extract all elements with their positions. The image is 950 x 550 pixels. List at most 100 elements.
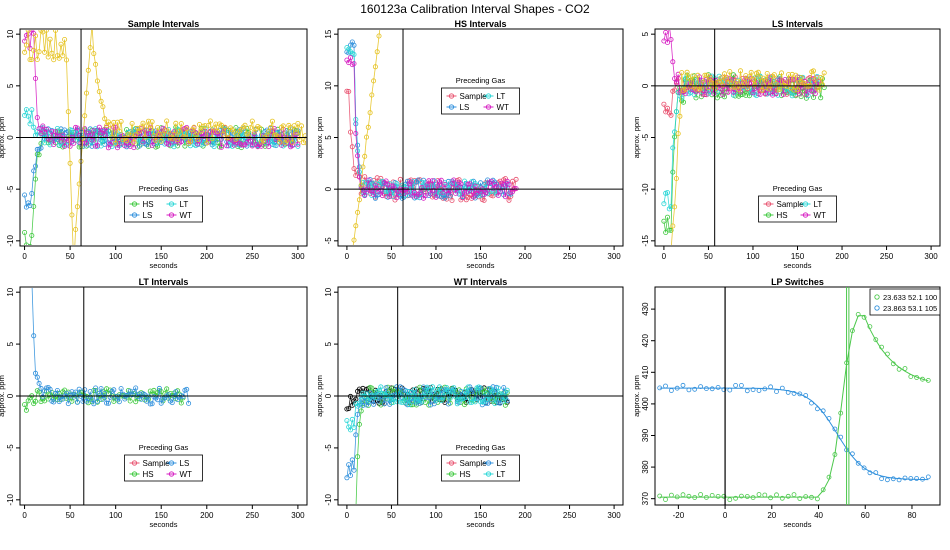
data-point [378, 187, 384, 193]
data-point [124, 138, 130, 144]
data-point [169, 136, 175, 142]
data-point [23, 42, 29, 48]
data-point [153, 137, 159, 143]
data-point [204, 134, 210, 140]
data-point [180, 394, 186, 400]
data-point [774, 389, 779, 395]
data-point [759, 87, 765, 93]
data-point [350, 249, 354, 253]
data-point [371, 192, 377, 198]
data-point [98, 143, 104, 149]
data-point [138, 396, 144, 402]
data-point [914, 375, 919, 380]
x-tick-label: 250 [246, 511, 260, 520]
data-point [415, 177, 421, 183]
data-point [791, 492, 797, 498]
data-point [45, 54, 51, 60]
panel-title: HS Intervals [454, 19, 506, 29]
data-point [734, 78, 740, 84]
data-point [93, 385, 99, 391]
data-point [347, 55, 353, 61]
data-point [295, 141, 301, 147]
data-point [394, 384, 400, 390]
data-point [438, 186, 444, 192]
data-point [885, 477, 890, 483]
legend-title: Preceding Gas [456, 443, 506, 452]
x-tick-label: 300 [291, 511, 305, 520]
data-point [365, 124, 371, 130]
data-point [351, 237, 357, 243]
y-tick-label: 380 [641, 460, 650, 474]
data-point [513, 176, 519, 182]
data-point [902, 366, 908, 371]
data-point [349, 457, 355, 463]
data-point [164, 386, 170, 392]
data-point [118, 386, 124, 392]
data-point [145, 139, 151, 145]
data-point [218, 144, 224, 150]
legend-swatch-point [485, 460, 492, 466]
y-tick-label: 10 [324, 287, 333, 296]
data-point [73, 389, 79, 395]
data-point [816, 87, 822, 93]
data-point [436, 384, 442, 390]
data-point [477, 399, 483, 405]
y-tick-label: 400 [641, 397, 650, 411]
y-axis-label: approx. ppm [315, 117, 324, 159]
data-point [36, 380, 42, 386]
data-point [383, 385, 389, 391]
data-point [62, 143, 68, 149]
data-point [485, 187, 491, 193]
data-point [733, 382, 738, 388]
data-point [670, 169, 676, 175]
data-point [367, 183, 373, 189]
data-point [795, 87, 801, 93]
data-point [356, 400, 362, 406]
data-point [54, 387, 60, 393]
data-point [502, 194, 508, 200]
data-point [184, 126, 190, 132]
x-tick-label: 200 [835, 252, 849, 261]
data-point [171, 131, 177, 137]
data-point [87, 45, 93, 51]
data-point [673, 80, 679, 86]
data-point [725, 79, 731, 85]
data-point [488, 178, 494, 184]
data-point [34, 57, 40, 63]
data-point [23, 107, 29, 113]
plot-frame [654, 286, 941, 506]
data-point [102, 132, 108, 138]
data-point [171, 144, 177, 150]
data-point [663, 229, 669, 235]
series-blue [657, 382, 931, 483]
data-point [300, 140, 306, 146]
data-point [31, 333, 37, 339]
data-point [672, 76, 678, 82]
data-point [71, 140, 77, 146]
data-point [454, 401, 460, 407]
data-point [890, 476, 896, 482]
y-tick-label: 410 [641, 365, 650, 379]
legend-title: Preceding Gas [456, 76, 506, 85]
x-tick-label: 150 [791, 252, 805, 261]
data-point [351, 52, 357, 58]
data-point [850, 451, 855, 457]
data-point [231, 142, 237, 148]
data-point [145, 118, 151, 124]
data-point [733, 495, 738, 501]
data-point [379, 20, 383, 24]
data-point [761, 75, 767, 81]
data-point [797, 391, 803, 397]
data-point [369, 188, 375, 194]
data-point [779, 495, 785, 501]
data-point [40, 123, 46, 129]
data-point [738, 68, 744, 74]
data-point [657, 493, 663, 499]
data-point [406, 402, 412, 408]
data-point [346, 462, 352, 468]
data-point [461, 389, 467, 395]
data-point [129, 121, 135, 127]
data-point [729, 80, 735, 86]
